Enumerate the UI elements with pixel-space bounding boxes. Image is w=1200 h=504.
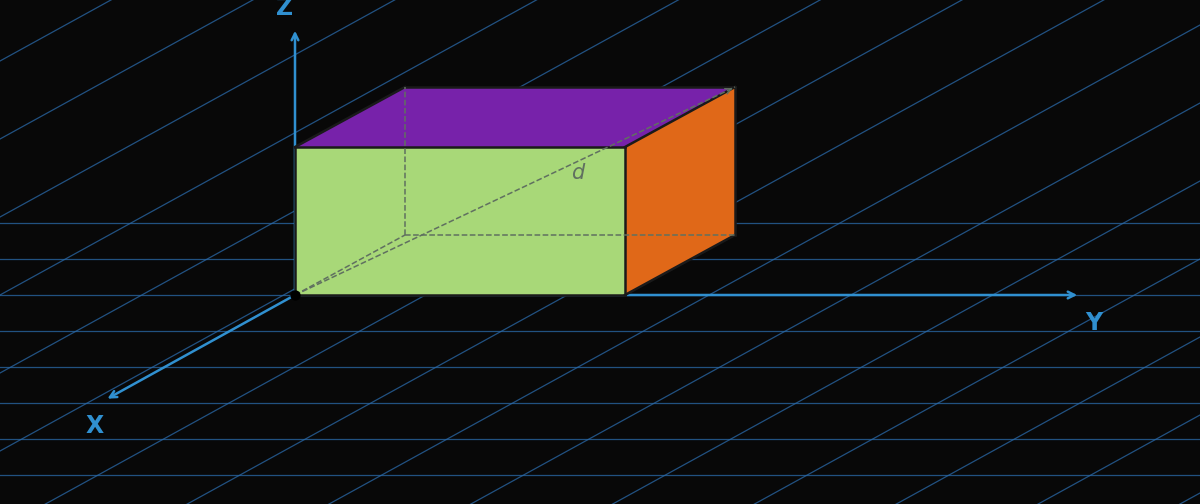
Polygon shape (625, 87, 734, 295)
Text: X: X (86, 414, 104, 438)
Text: d: d (571, 163, 584, 182)
Point (286, 291, 305, 299)
Polygon shape (295, 87, 734, 147)
Text: Z: Z (276, 0, 293, 20)
Polygon shape (295, 147, 625, 295)
Text: Y: Y (1085, 311, 1103, 335)
